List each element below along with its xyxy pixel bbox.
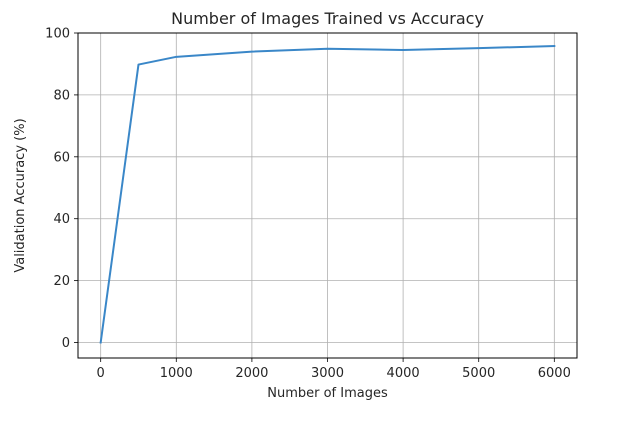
y-tick-label: 60	[53, 150, 70, 165]
x-tick-label: 6000	[538, 366, 571, 381]
series-layer	[99, 44, 556, 344]
x-tick-label: 1000	[160, 366, 193, 381]
y-tick-label: 0	[62, 336, 70, 351]
y-tick-label: 100	[45, 27, 70, 42]
y-tick-label: 80	[53, 88, 70, 103]
chart-title: Number of Images Trained vs Accuracy	[171, 9, 484, 28]
y-tick-label: 40	[53, 212, 70, 227]
x-tick-label: 0	[97, 366, 105, 381]
series-line	[99, 44, 556, 344]
x-tick-label: 5000	[462, 366, 495, 381]
ticks: 0 1000 2000 3000 4000 5000 6000 0 20 40 60 80 100	[45, 27, 571, 382]
x-tick-label: 4000	[387, 366, 420, 381]
y-axis-label: Validation Accuracy (%)	[13, 118, 28, 272]
x-tick-label: 2000	[235, 366, 268, 381]
y-tick-label: 20	[53, 274, 70, 289]
x-tick-label: 3000	[311, 366, 344, 381]
grid-lines	[78, 32, 577, 358]
x-axis-label: Number of Images	[267, 386, 388, 401]
